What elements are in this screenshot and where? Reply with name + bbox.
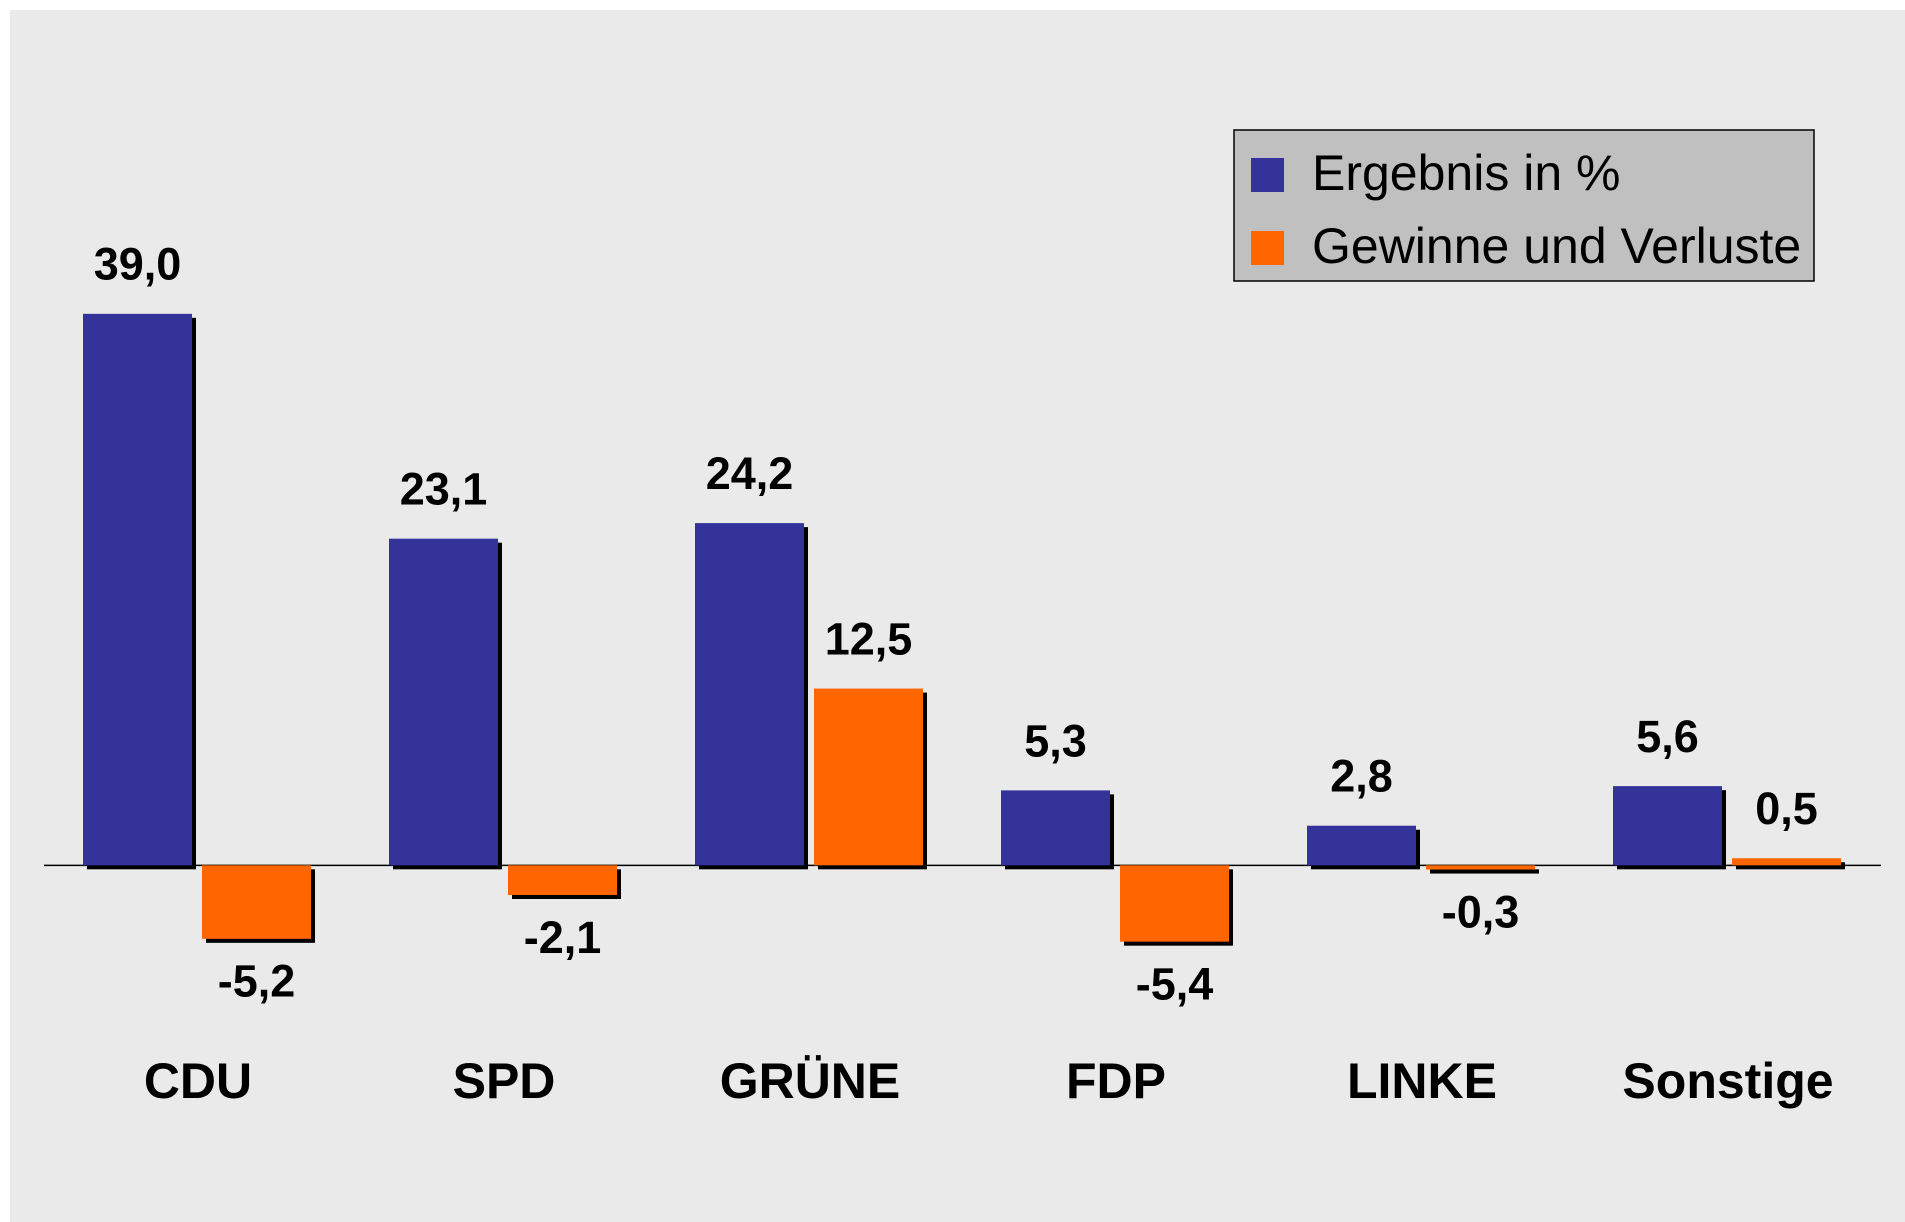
legend-label: Gewinne und Verluste [1312,218,1801,274]
bar-shadow [1736,862,1845,870]
bar [389,538,498,866]
x-tick-label: SPD [453,1053,556,1109]
bar [1120,865,1229,942]
legend-label: Ergebnis in % [1312,145,1621,201]
value-label: -5,4 [1136,959,1214,1010]
value-label: -5,2 [218,956,296,1007]
value-label: 39,0 [94,239,182,290]
value-label: 24,2 [706,448,794,499]
legend-swatch [1251,158,1284,192]
value-label: -0,3 [1442,886,1520,937]
bar [814,688,923,866]
bar [202,865,311,939]
value-label: 12,5 [825,613,913,664]
value-label: -2,1 [524,912,602,963]
bar [1732,858,1841,866]
bar-shadow [1430,869,1539,874]
legend-box [1233,129,1815,282]
bar [1426,865,1535,870]
legend-swatch [1251,231,1284,265]
x-tick-label: CDU [144,1053,252,1109]
bar [1613,786,1722,866]
bar [508,865,617,896]
bar [1307,825,1416,866]
bar [83,313,192,866]
value-label: 23,1 [400,464,488,515]
bar [1001,790,1110,866]
x-tick-label: FDP [1066,1053,1166,1109]
x-tick-label: GRÜNE [720,1053,901,1109]
value-label: 2,8 [1330,751,1393,802]
x-tick-label: LINKE [1347,1053,1497,1109]
bar [695,523,804,866]
value-label: 0,5 [1755,783,1818,834]
value-label: 5,3 [1024,715,1087,766]
x-tick-label: Sonstige [1622,1053,1833,1109]
value-label: 5,6 [1636,711,1699,762]
